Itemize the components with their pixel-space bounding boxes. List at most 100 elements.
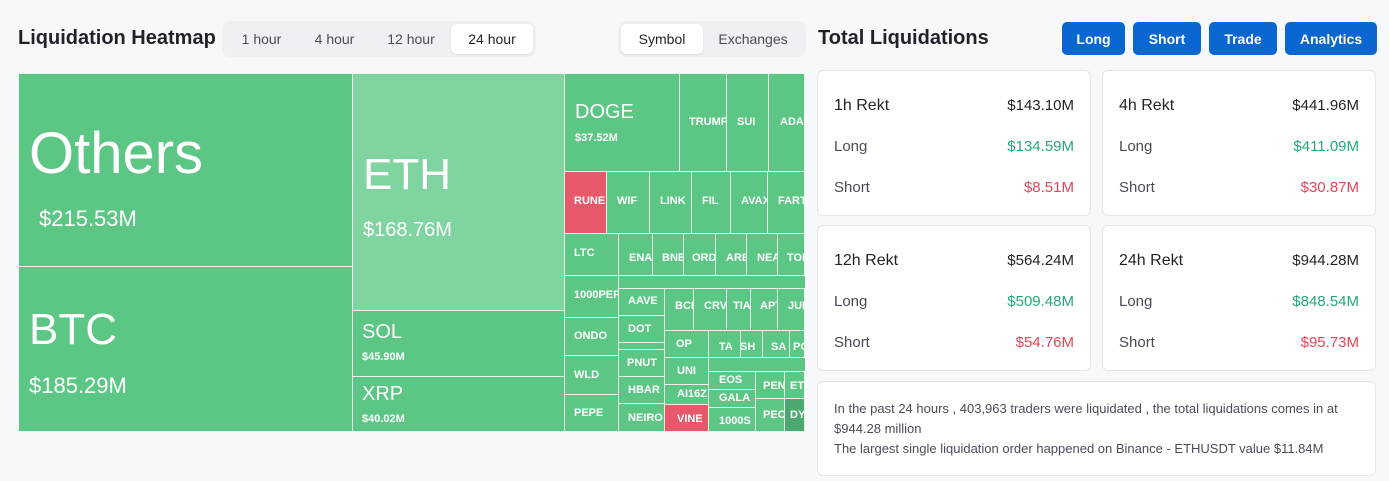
heatmap-tile-bnb[interactable]: BNB [652, 233, 684, 276]
heatmap-tile-hbar[interactable]: HBAR [618, 376, 665, 404]
tile-symbol: BNB [662, 252, 684, 264]
heatmap-tile-pepe[interactable]: PEPE [564, 394, 619, 432]
tile-symbol: PEO [763, 409, 785, 421]
tile-symbol: NEA [757, 252, 778, 264]
view-symbol[interactable]: Symbol [621, 24, 703, 54]
heatmap-tile-peo[interactable]: PEO [755, 398, 785, 432]
heatmap-tile-ena[interactable]: ENA [618, 233, 653, 276]
tile-symbol: PO [793, 341, 804, 353]
heatmap-tile-tia[interactable]: TIA [726, 288, 751, 331]
heatmap-tile-ondo[interactable]: ONDO [564, 317, 619, 356]
heatmap-tile-sui[interactable]: SUI [726, 73, 769, 172]
heatmap-tile-crv[interactable]: CRV [693, 288, 727, 331]
tile-symbol: ADA [780, 116, 804, 128]
short-label: Short [1119, 179, 1155, 196]
tile-symbol: CRV [704, 300, 727, 312]
long-value: $509.48M [1007, 293, 1074, 310]
rekt-card-1h: 1h Rekt $143.10M Long $134.59M Short $8.51M [817, 70, 1091, 216]
heatmap-tile-ada[interactable]: ADA [768, 73, 805, 172]
tile-symbol: WIF [617, 195, 638, 207]
heatmap-tile-wif[interactable]: WIF [606, 171, 650, 234]
long-value: $848.54M [1292, 293, 1359, 310]
heatmap-tile-ta[interactable]: TA [708, 330, 741, 358]
heatmap-tile-jup[interactable]: JUP [777, 288, 805, 331]
heatmap-tile-apt[interactable]: APT [750, 288, 778, 331]
heatmap-tile-others[interactable]: Others $215.53M [18, 73, 353, 267]
heatmap-tile-pnut[interactable]: PNUT [618, 349, 665, 377]
heatmap-tile-eth[interactable]: ETH $168.76M [352, 73, 565, 311]
heatmap-tile-avax[interactable]: AVAX [730, 171, 768, 234]
tile-symbol: TRUMP [689, 116, 727, 128]
tile-symbol: FART [778, 195, 805, 207]
heatmap-tile-1000pepe[interactable]: 1000PEPE [564, 275, 619, 318]
heatmap-tile-gala[interactable]: GALA [708, 389, 756, 408]
tile-symbol: UNI [677, 365, 696, 377]
tile-value: $168.76M [363, 219, 452, 241]
analytics-button[interactable]: Analytics [1285, 22, 1377, 55]
timeframe-4-hour[interactable]: 4 hour [314, 31, 355, 47]
heatmap-tile-fil[interactable]: FIL [691, 171, 731, 234]
heatmap-tile-link[interactable]: LINK [649, 171, 692, 234]
tile-symbol: LINK [660, 195, 686, 207]
short-value: $54.76M [1015, 334, 1074, 351]
heatmap-tile-bch[interactable]: BCH [664, 288, 694, 331]
trade-button[interactable]: Trade [1209, 22, 1277, 55]
heatmap-tile-sh[interactable]: SH [740, 330, 763, 358]
heatmap-tile-sol[interactable]: SOL $45.90M [352, 310, 565, 377]
timeframe-1-hour[interactable]: 1 hour [241, 31, 282, 47]
short-value: $8.51M [1023, 179, 1074, 196]
heatmap-tile-trump[interactable]: TRUMP [679, 73, 727, 172]
short-value: $30.87M [1300, 179, 1359, 196]
heatmap-tile-fart[interactable]: FART [767, 171, 805, 234]
heatmap-tile-po[interactable]: PO [789, 330, 805, 358]
heatmap-tile-doge[interactable]: DOGE $37.52M [564, 73, 680, 172]
tile-symbol: Others [29, 121, 204, 186]
heatmap-tile-btc[interactable]: BTC $185.29M [18, 266, 353, 432]
heatmap-tile-dot[interactable]: DOT [618, 315, 665, 343]
heatmap-tile-op[interactable]: OP [664, 330, 709, 358]
heatmap-tile-ai16z[interactable]: AI16Z [664, 384, 709, 405]
tile-value: $40.02M [362, 413, 405, 425]
heatmap-tile-arb[interactable]: ARB [715, 233, 747, 276]
tile-symbol: AVAX [741, 195, 768, 207]
heatmap-tile-nea[interactable]: NEA [746, 233, 778, 276]
heatmap-tile-wld[interactable]: WLD [564, 355, 619, 395]
short-label: Short [1119, 334, 1155, 351]
heatmap-tile-eos[interactable]: EOS [708, 371, 756, 390]
timeframe-24-hour[interactable]: 24 hour [451, 24, 533, 54]
tile-symbol: SA [771, 341, 787, 353]
heatmap-tile-1000s[interactable]: 1000S [708, 407, 756, 432]
tile-value: $45.90M [362, 351, 405, 363]
heatmap-tile-neiro[interactable]: NEIRO [618, 403, 665, 432]
tile-symbol: TIA [733, 300, 751, 312]
tile-symbol: ONDO [574, 330, 607, 342]
view-exchanges[interactable]: Exchanges [718, 31, 788, 47]
card-title: 4h Rekt [1119, 97, 1175, 114]
heatmap-tile-uni[interactable]: UNI [664, 357, 709, 385]
long-value: $411.09M [1293, 138, 1359, 155]
long-label: Long [1119, 293, 1153, 310]
short-label: Short [834, 179, 870, 196]
heatmap-tile-vine[interactable]: VINE [664, 404, 709, 432]
short-button[interactable]: Short [1133, 22, 1201, 55]
heatmap-tile-ord[interactable]: ORD [683, 233, 716, 276]
summary-line-2: The largest single liquidation order hap… [834, 441, 1324, 456]
heatmap-tile-ton[interactable]: TON [777, 233, 805, 276]
heatmap-tile-dy[interactable]: DY [784, 398, 805, 432]
heatmap-tile-xrp[interactable]: XRP $40.02M [352, 376, 565, 432]
heatmap-tile-sa[interactable]: SA [762, 330, 790, 358]
tile-symbol: TON [787, 252, 804, 264]
heatmap-tile-etc[interactable]: ETC [784, 371, 805, 399]
long-button[interactable]: Long [1062, 22, 1125, 55]
heatmap-tile-pen[interactable]: PEN [755, 371, 785, 399]
short-label: Short [834, 334, 870, 351]
timeframe-12-hour[interactable]: 12 hour [387, 31, 435, 47]
tile-symbol: SUI [737, 116, 756, 128]
liquidation-summary: In the past 24 hours , 403,963 traders w… [817, 381, 1376, 476]
heatmap-tile-rune[interactable]: RUNE [564, 171, 607, 234]
heatmap-tile-ltc[interactable]: LTC [564, 233, 619, 276]
long-value: $134.59M [1007, 138, 1074, 155]
heatmap-tile-aave[interactable]: AAVE [618, 288, 665, 316]
card-total: $944.28M [1292, 252, 1359, 269]
tile-symbol: 1000PEPE [574, 289, 618, 301]
